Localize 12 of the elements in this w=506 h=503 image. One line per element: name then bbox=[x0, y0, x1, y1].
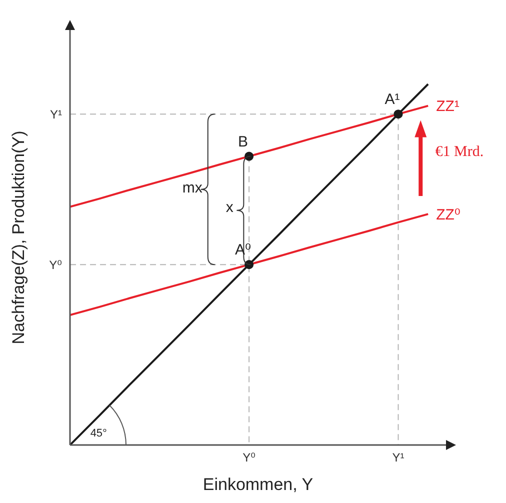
series-label: ZZ⁰ bbox=[436, 206, 460, 224]
annotation: €1 Mrd. bbox=[435, 144, 484, 160]
y-axis-title: Nachfrage(Z), Produktion(Y) bbox=[9, 130, 28, 344]
series-label: ZZ¹ bbox=[436, 98, 460, 116]
x-axis-title: Einkommen, Y bbox=[202, 475, 314, 494]
annotation: mx bbox=[182, 179, 203, 196]
text: Y⁰ bbox=[49, 258, 62, 272]
annotation: B bbox=[238, 133, 248, 150]
annotation: 45° bbox=[90, 427, 107, 440]
annotation: x bbox=[226, 199, 234, 216]
text: Y¹ bbox=[50, 107, 62, 122]
annotation: A¹ bbox=[384, 91, 400, 108]
